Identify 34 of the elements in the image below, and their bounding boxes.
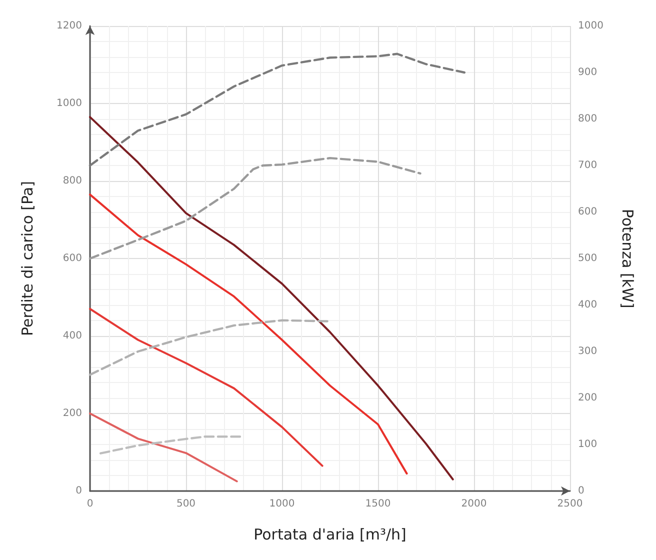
x-tick-label: 2500 [557,498,583,510]
x-tick-label: 2000 [461,498,487,510]
y2-tick-label: 600 [578,206,598,218]
y-tick-label: 0 [76,486,82,496]
y2-axis-title: Potenza [kW] [618,208,636,308]
y2-tick-label: 0 [578,486,584,496]
line-series [88,319,332,376]
y2-tick-label: 800 [578,114,598,124]
y2-tick-label: 100 [578,439,598,450]
y2-tick-label: 400 [578,300,598,310]
x-tick-label: 1500 [365,498,391,510]
y-tick-label: 200 [62,408,82,419]
x-axis-title: Portata d'aria [m³/h] [254,526,406,544]
y2-tick-label: 500 [578,253,598,264]
y-tick-label: 800 [62,176,82,186]
y-tick-label: 1200 [56,20,82,32]
x-tick-label: 500 [176,498,196,510]
y-tick-label: 600 [62,253,82,264]
line-series [89,116,454,480]
y2-tick-label: 300 [578,346,598,357]
line-series [89,308,324,467]
line-series [89,194,408,475]
x-tick-label: 0 [86,498,94,510]
y2-tick-label: 700 [578,160,598,171]
y-axis-title: Perdite di carico [Pa] [18,181,36,336]
y2-tick-label: 1000 [578,20,604,32]
y-tick-label: 400 [62,330,82,342]
y2-tick-label: 200 [578,392,598,404]
line-series [88,156,422,260]
y-tick-label: 1000 [56,98,82,109]
line-series [89,412,238,482]
x-tick-label: 1000 [269,498,295,510]
y2-tick-label: 900 [578,67,598,78]
line-series [88,52,466,167]
